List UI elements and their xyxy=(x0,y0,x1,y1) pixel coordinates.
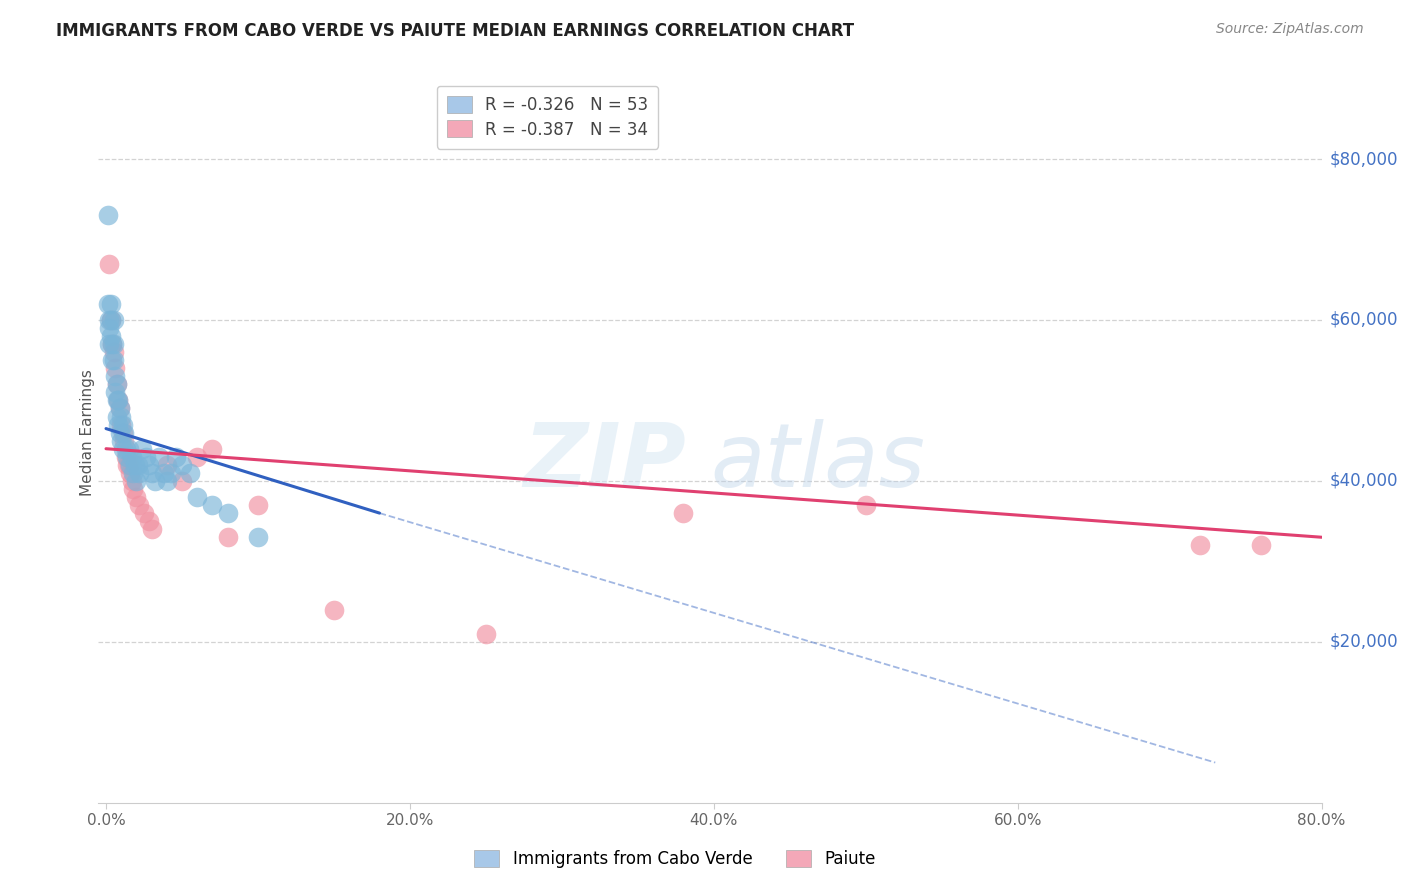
Point xyxy=(98,313,121,327)
Point xyxy=(118,458,141,472)
Point xyxy=(105,409,128,424)
Point xyxy=(100,313,122,327)
Point xyxy=(148,450,170,464)
Point xyxy=(170,458,193,472)
Point xyxy=(105,393,128,408)
Point xyxy=(143,474,166,488)
Point xyxy=(125,474,148,488)
Point xyxy=(165,450,187,464)
Point xyxy=(103,313,125,327)
Point xyxy=(96,297,118,311)
Point xyxy=(105,377,128,392)
Point xyxy=(114,442,136,456)
Point xyxy=(111,417,134,432)
Point xyxy=(201,442,224,456)
Point xyxy=(100,329,122,343)
Point xyxy=(127,458,149,472)
Point xyxy=(101,353,124,368)
Point xyxy=(96,208,118,222)
Legend: Immigrants from Cabo Verde, Paiute: Immigrants from Cabo Verde, Paiute xyxy=(468,843,882,875)
Point xyxy=(124,458,146,472)
Point xyxy=(100,297,122,311)
Text: $80,000: $80,000 xyxy=(1330,150,1399,168)
Point xyxy=(101,337,124,351)
Point xyxy=(103,337,125,351)
Point xyxy=(104,385,127,400)
Point xyxy=(110,434,132,448)
Text: Source: ZipAtlas.com: Source: ZipAtlas.com xyxy=(1216,22,1364,37)
Point xyxy=(122,466,145,480)
Point xyxy=(121,474,143,488)
Point xyxy=(108,401,131,416)
Point xyxy=(98,337,121,351)
Point xyxy=(110,417,132,432)
Point xyxy=(217,530,239,544)
Point xyxy=(141,522,163,536)
Point xyxy=(121,450,143,464)
Point xyxy=(100,313,122,327)
Point xyxy=(120,458,142,472)
Point xyxy=(111,442,134,456)
Point xyxy=(1250,538,1272,552)
Point xyxy=(107,417,129,432)
Point xyxy=(114,450,136,464)
Point xyxy=(101,337,124,351)
Point xyxy=(160,466,183,480)
Point xyxy=(103,345,125,359)
Point xyxy=(132,506,155,520)
Point xyxy=(138,458,160,472)
Point xyxy=(112,425,135,440)
Point xyxy=(125,490,148,504)
Legend: R = -0.326   N = 53, R = -0.387   N = 34: R = -0.326 N = 53, R = -0.387 N = 34 xyxy=(437,86,658,149)
Point xyxy=(117,458,139,472)
Point xyxy=(672,506,695,520)
Y-axis label: Median Earnings: Median Earnings xyxy=(80,369,94,496)
Point xyxy=(111,425,134,440)
Point xyxy=(135,450,157,464)
Point xyxy=(152,466,174,480)
Point xyxy=(201,498,224,512)
Point xyxy=(103,353,125,368)
Point xyxy=(107,393,129,408)
Text: IMMIGRANTS FROM CABO VERDE VS PAIUTE MEDIAN EARNINGS CORRELATION CHART: IMMIGRANTS FROM CABO VERDE VS PAIUTE MED… xyxy=(56,22,855,40)
Point xyxy=(186,490,208,504)
Point xyxy=(98,321,121,335)
Text: $20,000: $20,000 xyxy=(1330,632,1399,651)
Text: ZIP: ZIP xyxy=(523,418,686,506)
Point xyxy=(128,466,150,480)
Point xyxy=(246,498,269,512)
Point xyxy=(104,369,127,384)
Point xyxy=(117,450,139,464)
Point xyxy=(138,514,160,528)
Text: atlas: atlas xyxy=(710,419,925,505)
Point xyxy=(475,627,498,641)
Point xyxy=(1189,538,1212,552)
Point xyxy=(108,401,131,416)
Point xyxy=(246,530,269,544)
Point xyxy=(120,466,142,480)
Point xyxy=(141,466,163,480)
Point xyxy=(179,466,201,480)
Point xyxy=(323,602,346,616)
Point xyxy=(170,474,193,488)
Point xyxy=(104,361,127,376)
Point xyxy=(855,498,877,512)
Point xyxy=(128,498,150,512)
Point xyxy=(110,409,132,424)
Point xyxy=(118,442,141,456)
Point xyxy=(217,506,239,520)
Text: $40,000: $40,000 xyxy=(1330,472,1399,490)
Point xyxy=(98,257,121,271)
Point xyxy=(156,458,179,472)
Point xyxy=(105,377,128,392)
Point xyxy=(108,425,131,440)
Point xyxy=(122,482,145,496)
Point xyxy=(156,474,179,488)
Text: $60,000: $60,000 xyxy=(1330,311,1399,329)
Point xyxy=(131,442,153,456)
Point xyxy=(112,434,135,448)
Point xyxy=(107,393,129,408)
Point xyxy=(186,450,208,464)
